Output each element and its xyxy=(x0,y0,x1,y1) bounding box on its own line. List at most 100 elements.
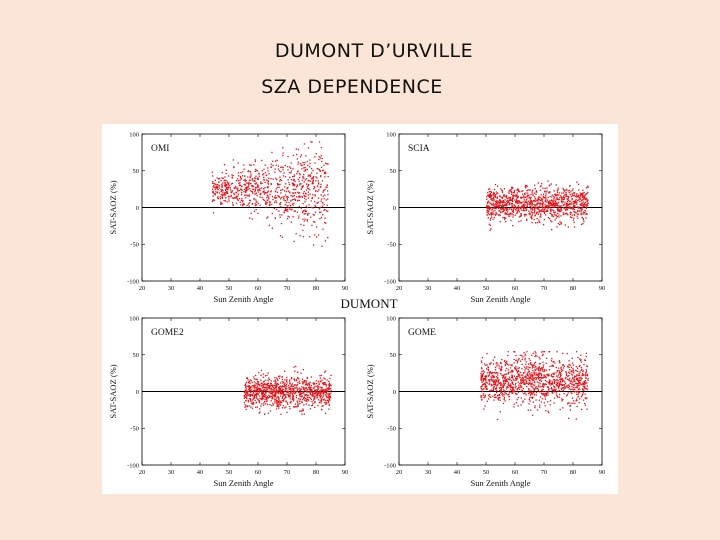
data-point xyxy=(518,386,520,388)
data-point xyxy=(508,364,510,366)
data-point xyxy=(254,182,256,185)
data-point xyxy=(572,207,574,210)
data-point xyxy=(526,219,528,221)
data-point xyxy=(520,206,523,209)
data-point xyxy=(487,369,490,372)
data-point xyxy=(258,388,260,390)
data-point xyxy=(580,395,583,398)
x-tick-label: 80 xyxy=(313,285,320,292)
data-point xyxy=(505,195,508,197)
data-point xyxy=(582,204,585,206)
data-point xyxy=(316,185,319,187)
data-point xyxy=(309,392,311,394)
data-point xyxy=(543,383,545,386)
data-point xyxy=(271,393,273,395)
y-tick-label: -100 xyxy=(384,278,396,285)
data-point xyxy=(500,372,502,375)
data-point xyxy=(312,181,314,184)
x-tick-label: 90 xyxy=(599,469,606,476)
data-point xyxy=(305,178,308,180)
data-point xyxy=(565,189,567,191)
data-point xyxy=(312,207,314,209)
data-point xyxy=(215,187,217,189)
data-point xyxy=(515,198,518,200)
data-point xyxy=(500,388,503,390)
data-point xyxy=(284,379,286,381)
data-point xyxy=(266,199,268,201)
data-point xyxy=(574,402,576,405)
data-point xyxy=(254,388,256,390)
data-point xyxy=(308,386,310,389)
data-point xyxy=(212,195,214,197)
data-point xyxy=(256,388,258,390)
data-point xyxy=(529,199,532,201)
data-point xyxy=(511,387,514,389)
data-point xyxy=(560,378,562,380)
data-point xyxy=(489,224,491,226)
data-point xyxy=(587,199,589,201)
data-point xyxy=(318,394,321,397)
data-point xyxy=(267,372,269,374)
data-point xyxy=(298,199,301,202)
data-point xyxy=(517,196,519,198)
data-point xyxy=(529,189,531,191)
data-point xyxy=(328,383,331,385)
data-point xyxy=(544,392,546,395)
data-point xyxy=(316,202,319,204)
data-point xyxy=(287,394,289,396)
data-point xyxy=(481,361,483,364)
data-point xyxy=(245,381,248,383)
data-point xyxy=(314,392,317,394)
data-point xyxy=(562,204,565,206)
data-point xyxy=(529,391,531,394)
data-point xyxy=(519,206,521,208)
data-point xyxy=(511,187,513,189)
data-point xyxy=(311,177,314,179)
data-point xyxy=(535,372,537,374)
data-point xyxy=(270,400,272,402)
data-point xyxy=(568,206,570,208)
data-point xyxy=(551,389,553,392)
data-point xyxy=(305,155,307,157)
data-point xyxy=(307,391,309,393)
data-point xyxy=(535,378,537,381)
data-point xyxy=(577,370,579,373)
data-point xyxy=(505,373,508,375)
data-point xyxy=(547,216,550,219)
data-point xyxy=(220,201,222,203)
data-point xyxy=(570,216,572,218)
data-point xyxy=(542,224,545,226)
data-point xyxy=(561,202,563,204)
data-point xyxy=(524,215,526,217)
data-point xyxy=(303,404,305,406)
data-point xyxy=(212,181,214,183)
data-point xyxy=(488,194,490,196)
data-point xyxy=(576,215,578,217)
data-point xyxy=(526,382,528,385)
data-point xyxy=(249,379,251,381)
data-point xyxy=(526,195,529,197)
data-point xyxy=(559,408,561,411)
data-point xyxy=(542,364,545,366)
data-point xyxy=(578,391,580,394)
data-point xyxy=(302,386,304,389)
data-point xyxy=(324,412,327,414)
data-point xyxy=(255,389,258,391)
data-point xyxy=(248,195,251,197)
data-point xyxy=(525,214,528,216)
data-point xyxy=(274,196,276,199)
data-point xyxy=(281,396,284,398)
data-point xyxy=(289,398,291,400)
data-point xyxy=(234,197,237,199)
data-point xyxy=(531,397,534,399)
data-point xyxy=(492,389,494,392)
data-point xyxy=(536,374,538,376)
data-point xyxy=(569,377,571,379)
data-point xyxy=(213,184,215,187)
data-point xyxy=(534,367,536,369)
data-point xyxy=(514,384,517,386)
data-point xyxy=(532,200,534,202)
data-point xyxy=(255,391,257,393)
data-point xyxy=(263,386,265,388)
y-tick-label: 0 xyxy=(393,389,396,396)
